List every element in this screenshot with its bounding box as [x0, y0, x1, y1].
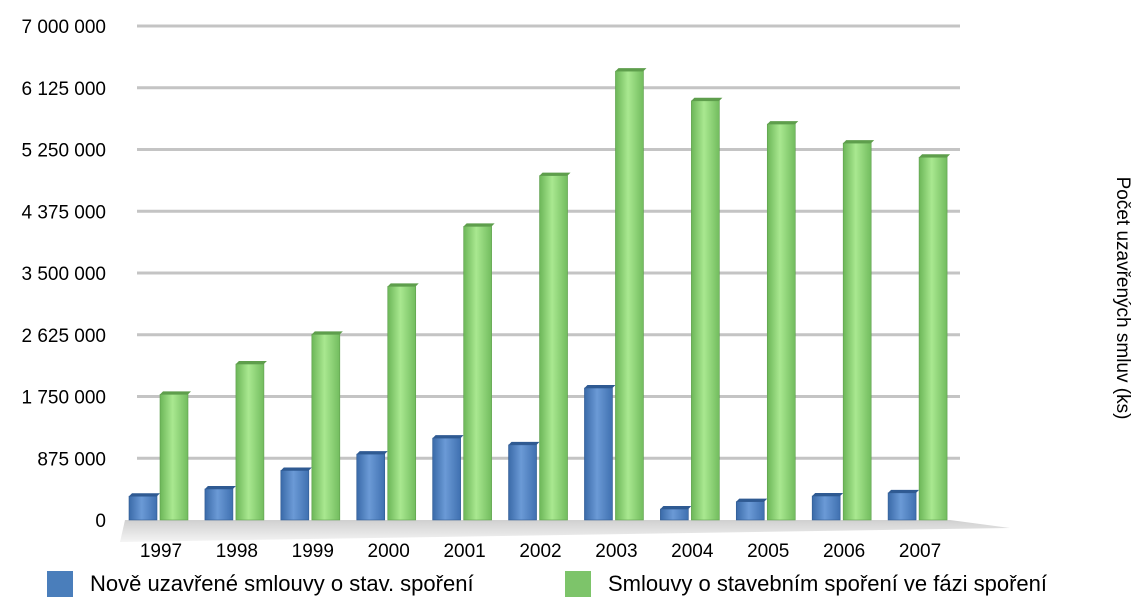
- bar-new-contracts-1998: [204, 485, 236, 521]
- bar-new-contracts-2005: [735, 498, 768, 521]
- y-tick-label: 6 125 000: [21, 79, 106, 100]
- legend-label: Nově uzavřené smlouvy o stav. spoření: [90, 571, 474, 596]
- x-tick-label: 2006: [823, 541, 865, 562]
- chart-floor: [120, 520, 1010, 542]
- y-axis-title: Počet uzavřených smluv (ks): [1112, 177, 1133, 420]
- bar-new-contracts-2006: [811, 493, 844, 521]
- bar-saving-phase-2003: [615, 68, 647, 521]
- x-tick-label: 1999: [292, 541, 334, 562]
- x-tick-label: 2004: [671, 541, 714, 562]
- bar-saving-phase-1998: [235, 361, 267, 521]
- x-tick-label: 2003: [595, 541, 637, 562]
- y-tick-label: 3 500 000: [21, 264, 106, 285]
- y-tick-label: 0: [95, 511, 106, 532]
- bars: [128, 68, 951, 521]
- bar-new-contracts-2004: [660, 506, 692, 521]
- y-axis: 0 875 000 1 750 000 2 625 000 3 500 000 4 375…: [21, 17, 106, 532]
- x-tick-label: 2007: [899, 541, 941, 562]
- legend-swatch: [47, 571, 73, 597]
- y-tick-label: 875 000: [37, 449, 106, 470]
- y-tick-label: 7 000 000: [21, 17, 106, 38]
- x-tick-label: 2005: [747, 541, 789, 562]
- legend-label: Smlouvy o stavebním spoření ve fázi spoř…: [608, 571, 1047, 596]
- bar-new-contracts-1997: [128, 493, 160, 521]
- bar-saving-phase-2001: [463, 223, 495, 521]
- bar-saving-phase-2005: [766, 121, 799, 521]
- bar-saving-phase-2007: [918, 154, 951, 521]
- bar-new-contracts-2007: [887, 489, 920, 521]
- bar-saving-phase-1999: [311, 331, 343, 521]
- x-tick-label: 1997: [140, 541, 182, 562]
- bar-new-contracts-2003: [584, 385, 616, 521]
- y-tick-label: 4 375 000: [21, 202, 106, 223]
- bar-saving-phase-2002: [539, 172, 571, 521]
- legend-item-saving-phase: Smlouvy o stavebním spoření ve fázi spoř…: [565, 571, 1047, 597]
- legend: Nově uzavřené smlouvy o stav. spoření Sml…: [47, 571, 1047, 597]
- bar-new-contracts-2001: [432, 435, 464, 521]
- legend-swatch: [565, 571, 591, 597]
- y-tick-label: 2 625 000: [21, 326, 106, 347]
- bar-saving-phase-2000: [387, 283, 419, 521]
- bar-saving-phase-1997: [159, 391, 191, 521]
- bar-saving-phase-2006: [842, 140, 875, 521]
- x-tick-label: 2001: [443, 541, 485, 562]
- bar-new-contracts-1999: [280, 467, 312, 521]
- x-tick-label: 2002: [519, 541, 561, 562]
- gridlines: [120, 24, 1010, 542]
- y-tick-label: 5 250 000: [21, 141, 106, 162]
- bar-saving-phase-2004: [691, 97, 723, 521]
- legend-item-new-contracts: Nově uzavřené smlouvy o stav. spoření: [47, 571, 474, 597]
- bar-new-contracts-2000: [356, 451, 388, 521]
- y-tick-label: 1 750 000: [21, 388, 106, 409]
- x-axis: 1997 1998 1999 2000 2001 2002 2003 2004 2005 2006…: [140, 541, 941, 562]
- x-tick-label: 1998: [216, 541, 258, 562]
- bar-new-contracts-2002: [508, 441, 540, 521]
- x-tick-label: 2000: [368, 541, 410, 562]
